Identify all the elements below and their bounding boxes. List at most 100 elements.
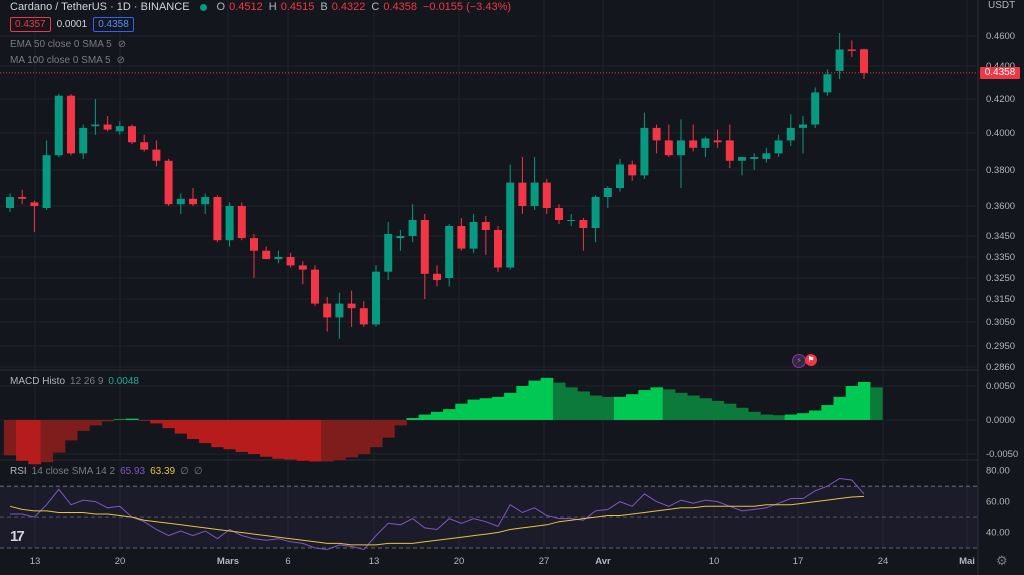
candle-body (152, 149, 161, 161)
candle-body (616, 164, 624, 188)
macd-bar (687, 395, 700, 420)
macd-bar (638, 390, 651, 420)
macd-bar (357, 420, 371, 454)
candle-body (506, 182, 515, 268)
macd-bar (52, 420, 66, 453)
macd-bar (406, 417, 420, 420)
candle-body (445, 226, 454, 278)
macd-bar (833, 396, 847, 420)
buy-button[interactable]: 0.4358 (93, 17, 134, 32)
candle-body (591, 197, 600, 228)
price-tick-label: 0.3250 (986, 273, 1015, 284)
flash-icon[interactable]: ⚡ (792, 354, 806, 368)
macd-bar (89, 420, 102, 426)
macd-bar (601, 396, 615, 420)
candle-body (567, 220, 576, 221)
candle-body (176, 198, 185, 205)
trade-row: 0.4357 0.0001 0.4358 (10, 17, 134, 32)
rsi-tick-label: 60.00 (986, 497, 1010, 508)
candle-body (750, 157, 759, 159)
candle-body (799, 124, 807, 128)
macd-bar (418, 414, 432, 420)
market-status-icon (199, 3, 207, 11)
flag-icon[interactable]: ⚑ (805, 354, 817, 366)
rsi-ma-line (9, 495, 865, 546)
candle-body (237, 206, 246, 239)
candle-body (408, 220, 417, 236)
macd-bar (540, 377, 554, 420)
macd-bar (296, 420, 310, 461)
price-change: −0.0155 (−3.43%) (422, 1, 512, 13)
axes: 0.4600 0.4400 0.4200 0.4000 0.3800 0.3600 0.34… (30, 31, 1019, 567)
macd-bar (64, 420, 78, 441)
price-tick-label: 0.4600 (986, 31, 1015, 42)
macd-bar (613, 396, 627, 420)
candle-body (262, 250, 271, 260)
candle-body (213, 197, 222, 241)
candle-body (469, 222, 478, 249)
price-tick-label: 0.2860 (986, 362, 1015, 373)
rsi-label: RSI (10, 466, 27, 477)
sell-button[interactable]: 0.4357 (10, 17, 51, 32)
candle-body (762, 153, 771, 159)
indicator-ema[interactable]: EMA 50 close 0 SMA 5 ⊘ (10, 39, 126, 50)
rsi-pane (0, 477, 978, 551)
candle-body (738, 157, 746, 161)
candle-body (579, 220, 588, 228)
macd-legend[interactable]: MACD Histo 12 26 9 0.0048 (10, 376, 139, 387)
eye-slash-icon[interactable]: ⊘ (116, 55, 126, 66)
macd-bar (626, 394, 639, 420)
ohlc-high-key: H (268, 1, 277, 13)
macd-bar (443, 409, 456, 420)
currency-label[interactable]: USDT (988, 0, 1016, 11)
candle-body (201, 197, 210, 205)
rsi-legend[interactable]: RSI 14 close SMA 14 2 65.93 63.39 ∅ ∅ (10, 466, 203, 477)
macd-bar (870, 387, 883, 420)
macd-bar (345, 420, 359, 458)
macd-bar (150, 420, 163, 424)
macd-bar (186, 420, 200, 440)
indicator-ma-label: MA 100 close 0 SMA 5 (10, 55, 111, 66)
ohlc-close-key: C (371, 1, 380, 13)
indicator-ma[interactable]: MA 100 close 0 SMA 5 ⊘ (10, 55, 125, 66)
candle-body (347, 303, 356, 309)
macd-bar (796, 413, 810, 420)
tradingview-logo[interactable]: 17 (10, 528, 25, 545)
macd-bar (113, 419, 127, 420)
candle-body (481, 222, 490, 230)
macd-bar (247, 420, 261, 454)
eye-slash-icon[interactable]: ⊘ (117, 39, 127, 50)
macd-bar (650, 387, 664, 420)
rsi-line (10, 477, 865, 551)
macd-bar (211, 420, 224, 448)
time-tick-label: 20 (454, 556, 465, 567)
candle-body (494, 230, 502, 268)
candle-body (555, 208, 563, 220)
macd-bar (430, 411, 444, 420)
candle-body (701, 138, 710, 148)
price-tick-label: 0.4000 (986, 128, 1015, 139)
time-tick-label: 17 (793, 556, 804, 567)
rsi-tick-label: 40.00 (986, 528, 1010, 539)
macd-bar (333, 420, 346, 461)
last-price-tag: 0.4358 (980, 67, 1020, 79)
time-tick-label: 13 (30, 556, 41, 567)
candle-body (396, 236, 405, 239)
macd-bar (138, 420, 151, 421)
candle-body (140, 142, 149, 150)
candle-body (128, 126, 136, 143)
macd-bar (699, 398, 712, 420)
macd-bar (162, 420, 176, 429)
price-tick-label: 0.4400 (986, 61, 1015, 72)
candle-body (677, 140, 685, 156)
macd-bar (845, 386, 859, 420)
macd-bar (16, 420, 29, 461)
rsi-tick-label: 80.00 (986, 466, 1010, 477)
candle-body (603, 188, 612, 197)
gear-icon[interactable]: ⚙ (996, 553, 1008, 568)
candle-body (30, 202, 39, 206)
symbol-title[interactable]: Cardano / TetherUS · 1D · BINANCE (10, 1, 190, 13)
time-tick-label: 27 (539, 556, 550, 567)
candle-body (811, 92, 820, 125)
